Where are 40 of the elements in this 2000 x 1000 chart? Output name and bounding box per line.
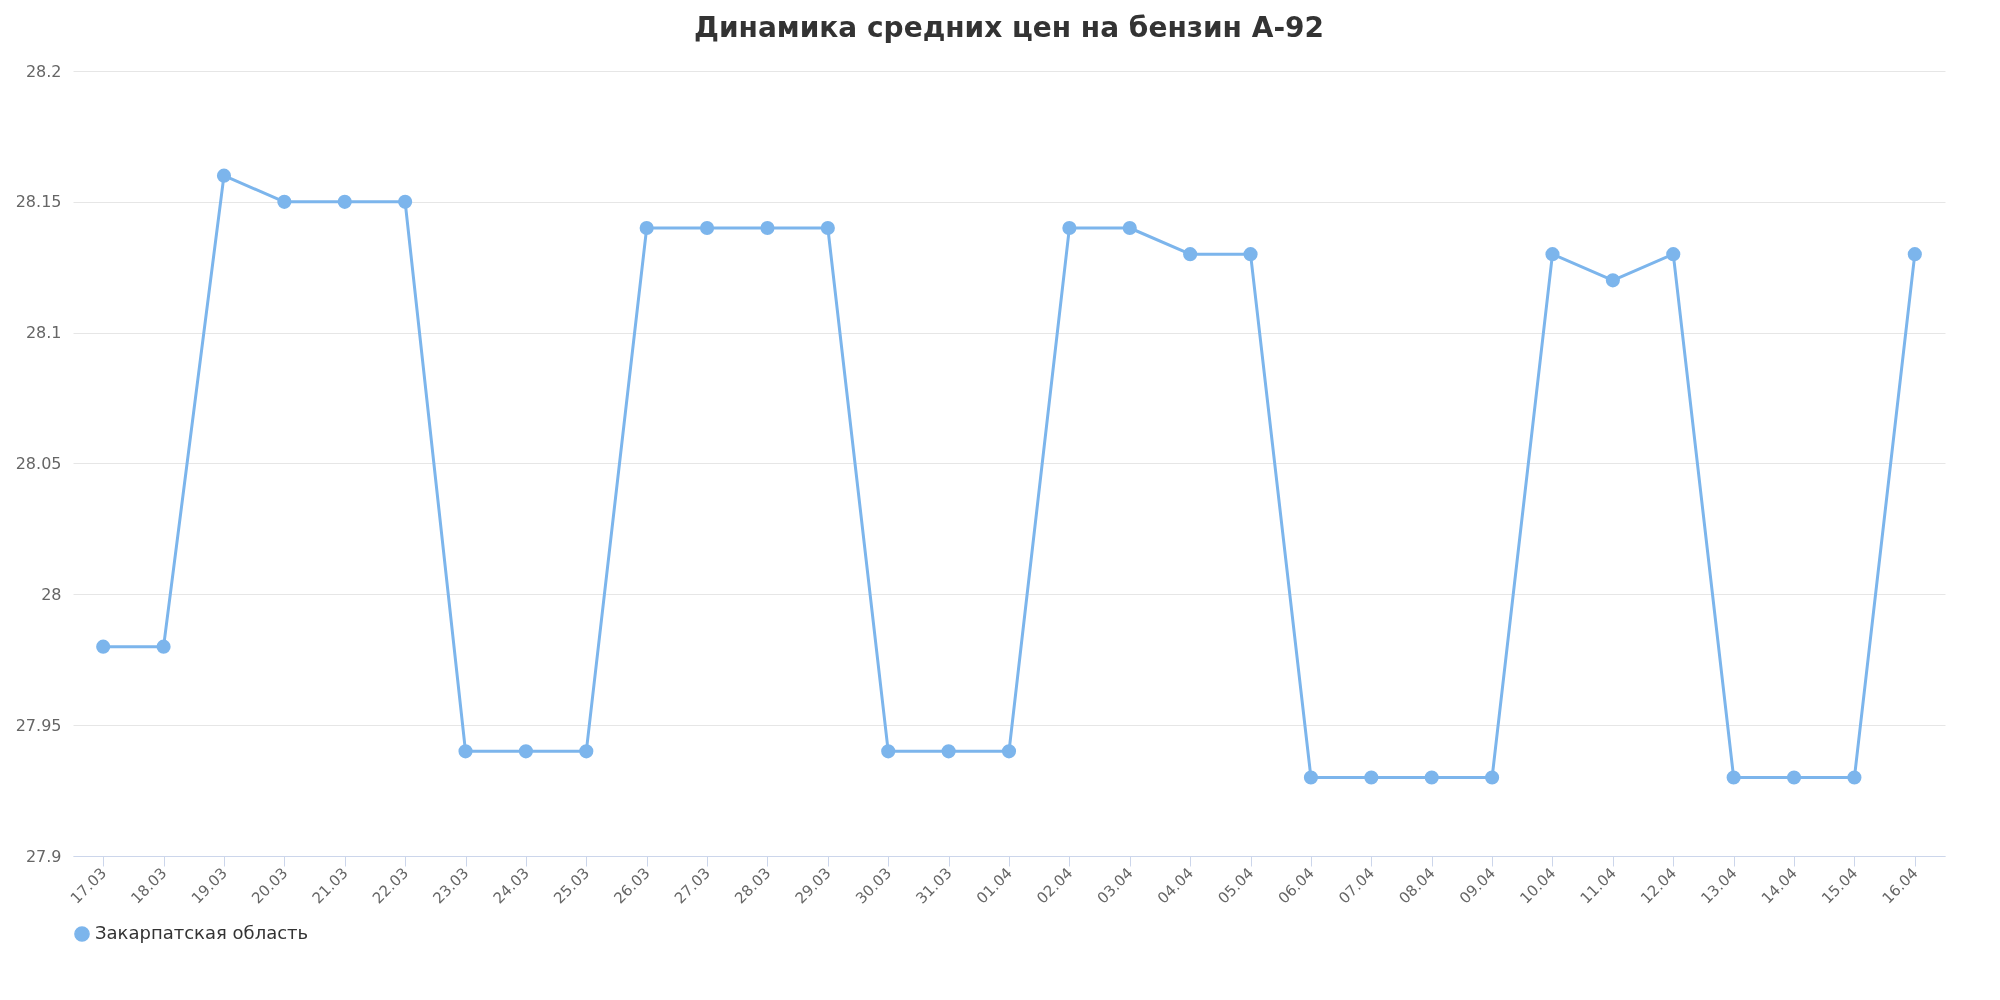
point xyxy=(277,194,292,209)
point xyxy=(639,220,654,236)
point xyxy=(1726,770,1741,785)
y-tick-label: 28.2 xyxy=(25,61,62,81)
point xyxy=(941,744,956,759)
point xyxy=(1424,770,1439,785)
y-tick-label: 28.15 xyxy=(15,192,62,212)
y-tick-label: 27.9 xyxy=(25,846,62,866)
point xyxy=(1907,247,1922,262)
point xyxy=(699,220,715,236)
y-tick-label: 28.1 xyxy=(25,323,62,343)
y-tick-label: 28 xyxy=(41,584,62,604)
point xyxy=(1545,247,1560,262)
point xyxy=(1062,220,1077,236)
point xyxy=(1786,770,1802,785)
point xyxy=(1303,770,1319,785)
point xyxy=(579,744,594,759)
point xyxy=(156,639,171,654)
point xyxy=(1485,770,1500,785)
point xyxy=(1666,247,1681,262)
point xyxy=(1847,770,1862,785)
point xyxy=(760,220,775,236)
point xyxy=(96,639,111,654)
point xyxy=(458,744,473,759)
y-tick-label: 27.95 xyxy=(15,715,62,735)
point xyxy=(216,168,232,183)
chart-title: Динамика средних цен на бензин А-92 xyxy=(694,11,1324,44)
point xyxy=(1605,273,1620,288)
point xyxy=(1364,770,1379,785)
point xyxy=(1183,247,1198,262)
point xyxy=(881,744,896,759)
legend-label: Закарпатская область xyxy=(95,922,309,943)
point xyxy=(1243,247,1258,262)
point xyxy=(820,220,835,236)
point xyxy=(1122,220,1137,236)
point xyxy=(1001,744,1017,759)
point xyxy=(518,744,533,759)
point xyxy=(337,194,352,209)
y-tick-label: 28.05 xyxy=(15,454,62,473)
point xyxy=(398,194,413,209)
